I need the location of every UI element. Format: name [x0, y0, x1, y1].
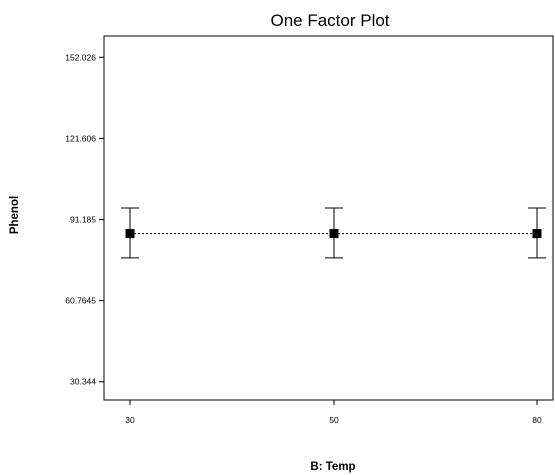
y-tick-label: 30.344 — [70, 377, 96, 387]
y-axis-label: Phenol — [9, 196, 21, 234]
data-point — [532, 229, 542, 239]
plot-frame — [103, 35, 554, 401]
chart-title: One Factor Plot — [270, 11, 389, 30]
data-point — [125, 229, 135, 239]
x-axis-label: B: Temp — [310, 461, 355, 473]
x-tick-label: 50 — [329, 415, 339, 425]
x-tick-label: 80 — [532, 415, 542, 425]
y-tick-label: 152.026 — [65, 52, 96, 62]
y-tick-label: 121.606 — [65, 133, 96, 143]
y-tick-label: 91.185 — [70, 215, 96, 225]
x-tick-label: 30 — [125, 415, 135, 425]
y-tick-label: 60.7645 — [65, 296, 96, 306]
data-point — [329, 229, 339, 239]
